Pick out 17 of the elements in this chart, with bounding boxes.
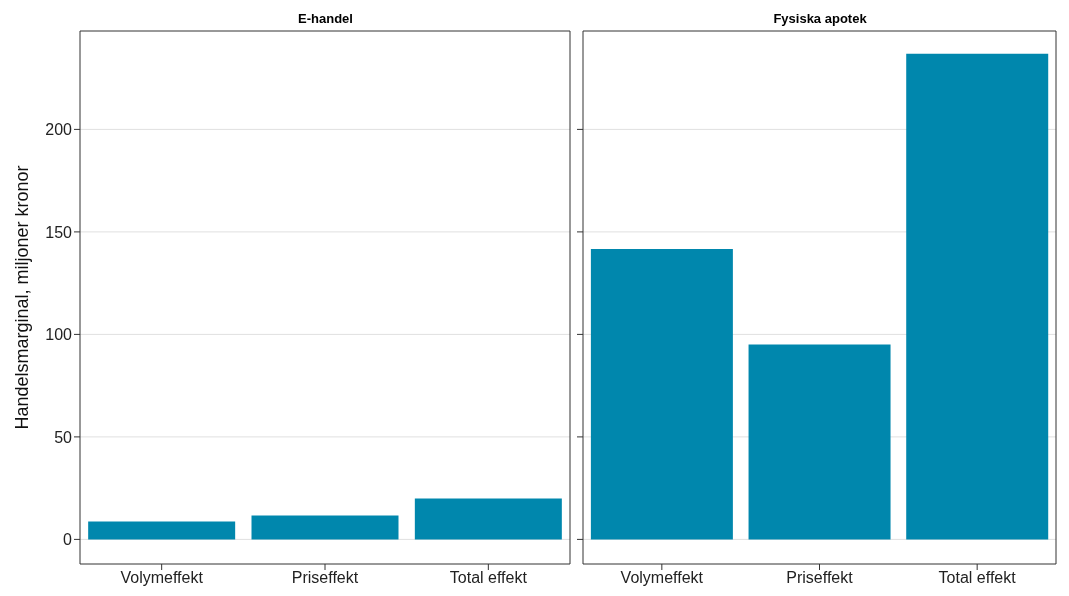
y-tick-label: 50 <box>54 428 73 446</box>
x-tick-label: Volymeffekt <box>120 569 204 587</box>
x-tick-label: Priseffekt <box>291 569 359 587</box>
y-tick-label: 0 <box>63 531 73 549</box>
y-axis-title: Handelsmarginal, miljoner kronor <box>12 165 33 430</box>
bar <box>414 498 562 540</box>
y-tick-label: 200 <box>45 121 73 139</box>
x-tick-label: Total effekt <box>449 569 528 587</box>
bar <box>251 515 399 540</box>
y-tick-label: 100 <box>45 326 73 344</box>
chart-title: E-handel <box>297 10 354 28</box>
chart-title: Fysiska apotek <box>772 10 868 28</box>
bar <box>88 521 236 540</box>
y-tick-label: 150 <box>45 223 73 241</box>
x-tick-label: Priseffekt <box>786 569 854 587</box>
x-tick-label: Volymeffekt <box>620 569 704 587</box>
x-tick-label: Total effekt <box>938 569 1017 587</box>
